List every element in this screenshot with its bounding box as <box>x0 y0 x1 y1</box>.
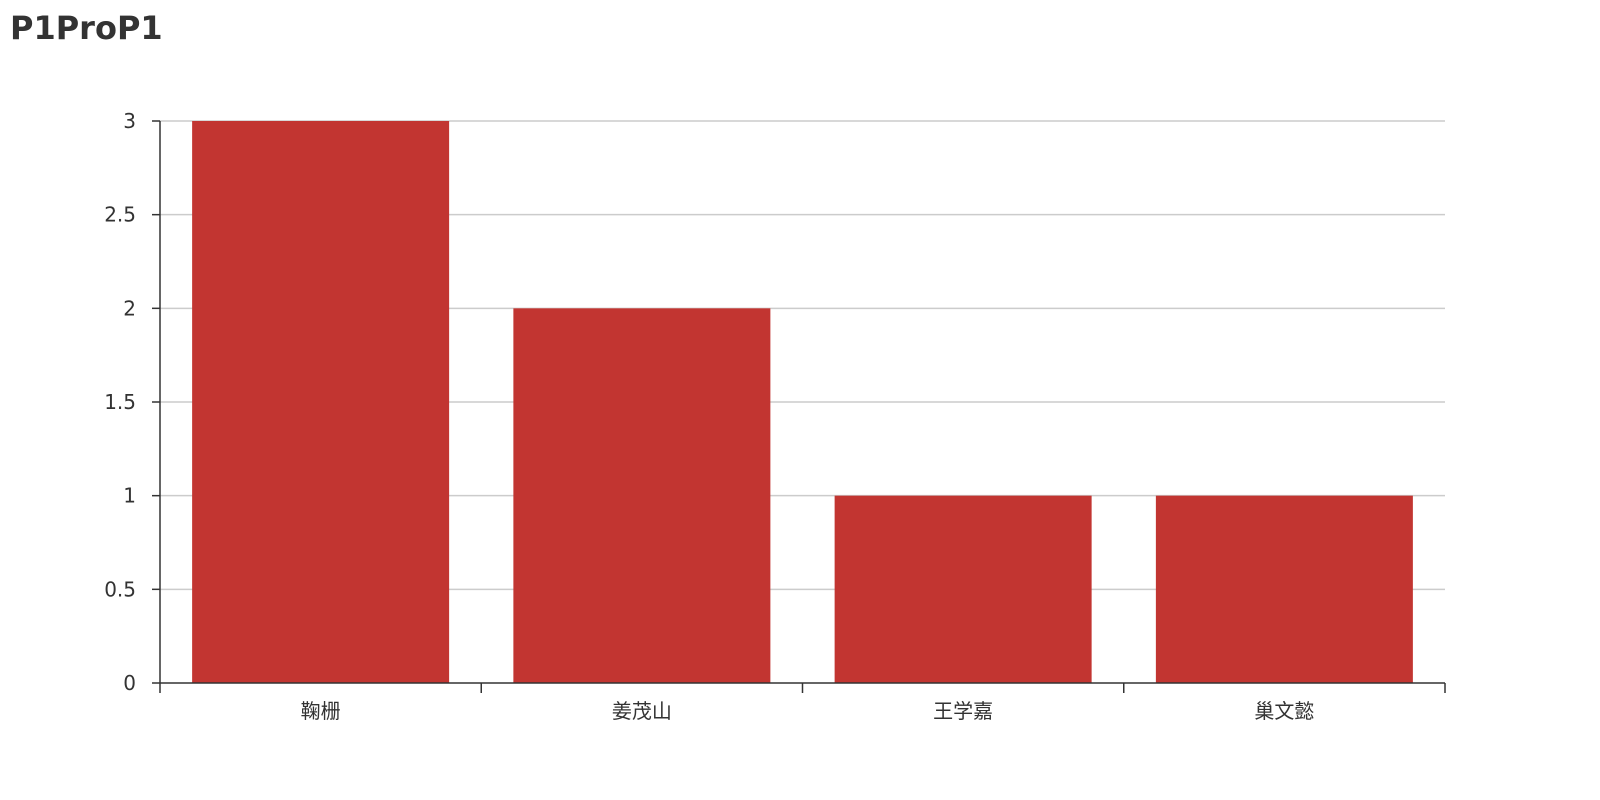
x-tick-label: 王学嘉 <box>933 699 993 723</box>
y-tick-label: 0 <box>123 671 136 695</box>
bar[interactable] <box>1155 495 1413 683</box>
bar[interactable] <box>834 495 1092 683</box>
x-tick-label: 巢文懿 <box>1254 699 1314 723</box>
bars <box>192 121 1413 683</box>
y-tick-label: 2.5 <box>104 203 136 227</box>
y-tick-label: 0.5 <box>104 577 136 601</box>
x-tick-label: 姜茂山 <box>612 699 672 723</box>
y-tick-label: 3 <box>123 109 136 133</box>
bar[interactable] <box>192 121 450 683</box>
y-tick-label: 2 <box>123 296 136 320</box>
axes <box>152 120 1446 693</box>
bar[interactable] <box>513 308 771 683</box>
chart-title: P1ProP1 <box>10 9 163 47</box>
x-tick-label: 鞠栅 <box>301 699 341 723</box>
y-tick-label: 1.5 <box>104 390 136 414</box>
y-tick-label: 1 <box>123 484 136 508</box>
tick-labels: 0 0.5 1 1.5 2 2.5 3 鞠栅 姜茂山 王学嘉 巢文懿 <box>104 109 1314 723</box>
